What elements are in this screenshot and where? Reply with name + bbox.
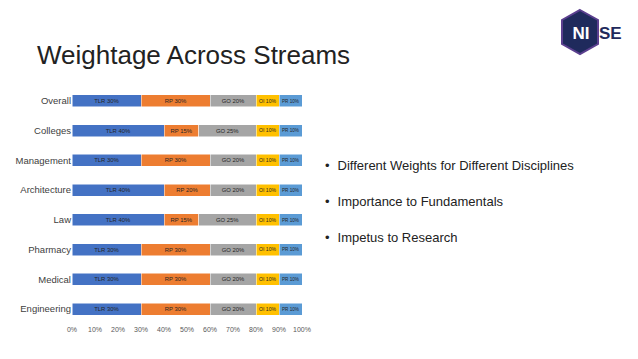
html-text:Importance to Fundamentals: Importance to Fundamentals — [337, 194, 503, 209]
svg-text:GO 20%: GO 20% — [222, 306, 245, 312]
svg-text:Architecture: Architecture — [20, 184, 71, 195]
svg-text:RP 30%: RP 30% — [165, 247, 187, 253]
svg-text:PR 10%: PR 10% — [282, 128, 299, 133]
svg-text:GO 25%: GO 25% — [216, 217, 239, 223]
svg-text:Medical: Medical — [38, 274, 71, 285]
svg-text:RP 30%: RP 30% — [165, 157, 187, 163]
svg-text:GO 20%: GO 20% — [222, 98, 245, 104]
svg-text:RP 15%: RP 15% — [170, 128, 192, 134]
svg-text:70%: 70% — [226, 326, 240, 333]
svg-text:Pharmacy: Pharmacy — [28, 244, 71, 255]
svg-text:100%: 100% — [293, 326, 311, 333]
svg-text:TLR 40%: TLR 40% — [106, 217, 131, 223]
svg-text:GO 25%: GO 25% — [216, 128, 239, 134]
svg-text:PR 10%: PR 10% — [282, 277, 299, 282]
svg-text:TLR 30%: TLR 30% — [94, 157, 119, 163]
svg-text:OI 10%: OI 10% — [259, 306, 276, 312]
svg-text:OI 10%: OI 10% — [259, 98, 276, 104]
svg-text:10%: 10% — [88, 326, 102, 333]
svg-text:Law: Law — [54, 214, 72, 225]
svg-text:20%: 20% — [111, 326, 125, 333]
svg-text:RP 15%: RP 15% — [171, 217, 193, 223]
svg-text:Colleges: Colleges — [34, 125, 71, 136]
svg-text:0%: 0% — [67, 326, 77, 333]
svg-text:PR 10%: PR 10% — [282, 218, 299, 223]
html-text:Impetus to Research: Impetus to Research — [337, 230, 458, 245]
svg-text:RP 30%: RP 30% — [165, 98, 187, 104]
svg-text:TLR 30%: TLR 30% — [94, 276, 119, 282]
svg-text:SE: SE — [599, 24, 622, 43]
svg-text:PR 10%: PR 10% — [282, 99, 299, 104]
svg-text:OI 10%: OI 10% — [259, 157, 276, 163]
svg-text:OI 10%: OI 10% — [259, 187, 276, 193]
svg-text:PR 10%: PR 10% — [282, 307, 299, 312]
svg-text:OI 10%: OI 10% — [259, 276, 276, 282]
svg-text:RP 30%: RP 30% — [165, 276, 187, 282]
svg-text:30%: 30% — [134, 326, 148, 333]
svg-text:PR 10%: PR 10% — [282, 247, 299, 252]
html-text:Different Weights for Differen: Different Weights for Different Discipli… — [337, 158, 574, 173]
svg-text:Engineering: Engineering — [20, 303, 71, 314]
svg-text:50%: 50% — [180, 326, 194, 333]
svg-text:60%: 60% — [203, 326, 217, 333]
svg-text:PR 10%: PR 10% — [282, 188, 299, 193]
svg-text:40%: 40% — [157, 326, 171, 333]
svg-text:RP 20%: RP 20% — [176, 187, 198, 193]
svg-text:RP 30%: RP 30% — [165, 306, 187, 312]
svg-text:GO 20%: GO 20% — [222, 187, 245, 193]
svg-text:TLR 40%: TLR 40% — [106, 128, 131, 134]
svg-text:OI 10%: OI 10% — [259, 246, 276, 252]
svg-text:Management: Management — [16, 155, 72, 166]
svg-text:90%: 90% — [272, 326, 286, 333]
svg-text:GO 20%: GO 20% — [222, 247, 245, 253]
svg-text:Overall: Overall — [41, 95, 71, 106]
svg-text:TLR 30%: TLR 30% — [94, 306, 119, 312]
html-text:Weightage Across Streams: Weightage Across Streams — [37, 40, 351, 70]
svg-text:NI: NI — [573, 24, 590, 43]
svg-text:GO 20%: GO 20% — [222, 276, 245, 282]
svg-text:80%: 80% — [249, 326, 263, 333]
svg-text:PR 10%: PR 10% — [282, 158, 299, 163]
svg-text:GO 20%: GO 20% — [222, 157, 245, 163]
svg-text:OI 10%: OI 10% — [259, 217, 276, 223]
svg-text:TLR 30%: TLR 30% — [94, 247, 119, 253]
svg-text:OI 10%: OI 10% — [259, 127, 276, 133]
svg-text:TLR 40%: TLR 40% — [106, 187, 131, 193]
svg-text:TLR 30%: TLR 30% — [94, 98, 119, 104]
